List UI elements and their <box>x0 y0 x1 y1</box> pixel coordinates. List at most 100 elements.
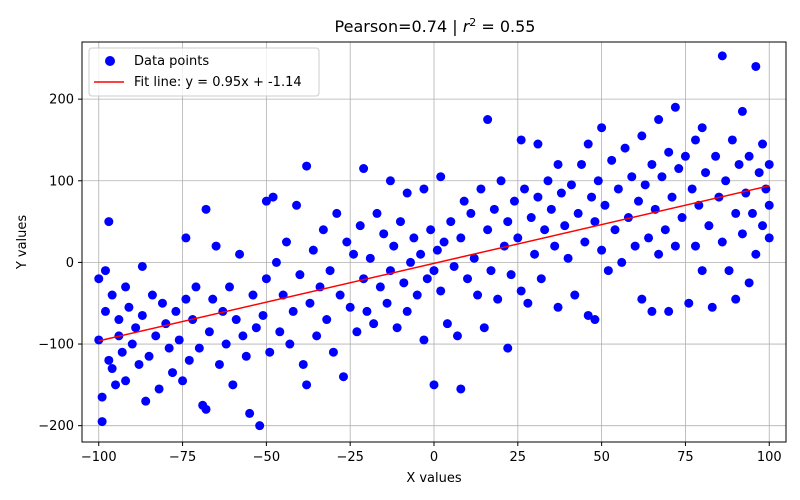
data-point <box>623 213 633 223</box>
data-point <box>439 237 449 247</box>
data-point <box>503 343 513 353</box>
data-point <box>456 384 466 394</box>
data-point <box>201 404 211 414</box>
data-point <box>111 380 121 390</box>
data-point <box>238 331 248 341</box>
data-point <box>463 274 473 284</box>
x-tick-label: 100 <box>757 450 782 465</box>
data-point <box>365 253 375 263</box>
data-point <box>218 306 228 316</box>
data-point <box>469 253 479 263</box>
data-point <box>409 233 419 243</box>
data-point <box>402 306 412 316</box>
data-point <box>754 168 764 178</box>
data-point <box>131 323 141 333</box>
data-point <box>744 151 754 161</box>
data-point <box>697 266 707 276</box>
data-point <box>100 306 110 316</box>
data-point <box>147 290 157 300</box>
data-point <box>298 359 308 369</box>
data-point <box>633 196 643 206</box>
data-point <box>747 208 757 218</box>
data-point <box>466 208 476 218</box>
data-point <box>553 159 563 169</box>
data-point <box>225 282 235 292</box>
data-point <box>677 213 687 223</box>
data-point <box>432 245 442 255</box>
data-point <box>483 115 493 125</box>
data-point <box>737 229 747 239</box>
data-point <box>731 208 741 218</box>
data-point <box>285 339 295 349</box>
data-point <box>711 151 721 161</box>
data-point <box>550 241 560 251</box>
data-point <box>221 339 231 349</box>
data-point <box>204 327 214 337</box>
data-point <box>419 335 429 345</box>
fit-line-layer <box>98 185 770 342</box>
data-point <box>496 176 506 186</box>
x-tick-label: −25 <box>336 450 363 465</box>
data-point <box>647 159 657 169</box>
data-point <box>744 278 754 288</box>
data-point <box>255 421 265 431</box>
data-point <box>556 188 566 198</box>
data-point <box>228 380 238 390</box>
data-point <box>660 225 670 235</box>
data-point <box>174 335 184 345</box>
data-point <box>385 176 395 186</box>
data-point <box>590 217 600 227</box>
data-point <box>268 192 278 202</box>
data-point <box>640 180 650 190</box>
data-point <box>144 351 154 361</box>
data-point <box>617 257 627 267</box>
data-point <box>345 302 355 312</box>
data-point <box>328 347 338 357</box>
data-point <box>332 208 342 218</box>
data-point <box>121 282 131 292</box>
data-point <box>372 208 382 218</box>
data-point <box>597 123 607 133</box>
data-point <box>107 364 117 374</box>
data-point <box>379 229 389 239</box>
data-point <box>657 172 667 182</box>
data-point <box>168 368 178 378</box>
grid <box>82 42 786 442</box>
x-tick-label: 25 <box>510 450 527 465</box>
data-point <box>583 310 593 320</box>
data-point <box>724 266 734 276</box>
data-point <box>637 131 647 141</box>
data-point <box>546 204 556 214</box>
data-point <box>184 355 194 365</box>
x-axis-ticks: −100 −75 −50 −25 0 25 50 75 100 <box>81 442 782 465</box>
data-point <box>690 241 700 251</box>
data-point <box>392 323 402 333</box>
data-point <box>449 261 459 271</box>
data-point <box>664 306 674 316</box>
data-point <box>493 294 503 304</box>
data-point <box>707 302 717 312</box>
data-point <box>97 392 107 402</box>
data-point <box>127 339 137 349</box>
data-point <box>141 396 151 406</box>
data-point <box>389 241 399 251</box>
data-point <box>422 274 432 284</box>
data-point <box>459 196 469 206</box>
data-point <box>764 200 774 210</box>
data-point <box>674 164 684 174</box>
data-point <box>164 343 174 353</box>
data-point <box>573 208 583 218</box>
data-point <box>211 241 221 251</box>
data-point <box>429 266 439 276</box>
data-point <box>486 266 496 276</box>
data-point <box>322 315 332 325</box>
legend-points-label: Data points <box>134 54 209 69</box>
data-point <box>124 302 134 312</box>
data-point <box>137 310 147 320</box>
data-point <box>359 274 369 284</box>
fit-line <box>98 185 770 342</box>
data-point <box>764 233 774 243</box>
data-point <box>154 384 164 394</box>
data-point <box>181 233 191 243</box>
data-point <box>308 245 318 255</box>
